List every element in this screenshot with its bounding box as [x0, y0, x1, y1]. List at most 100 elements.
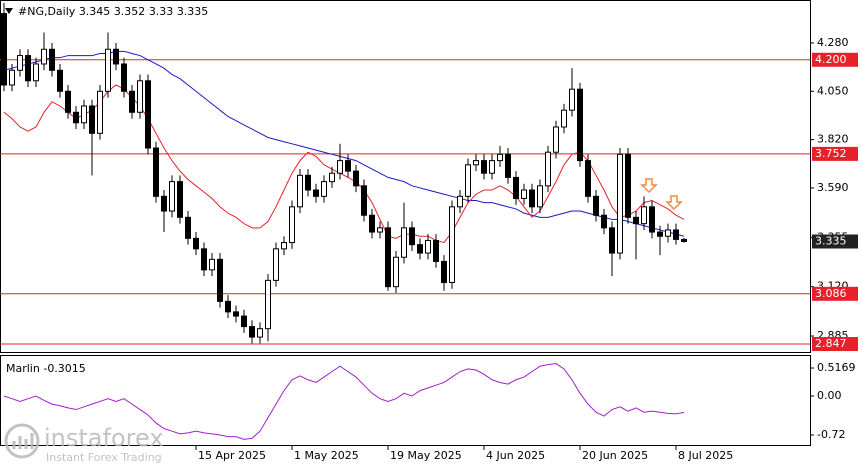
candle-body [665, 229, 671, 237]
candle-body [473, 160, 479, 166]
ma-line [3, 84, 685, 244]
candle-body [49, 48, 55, 71]
candle-body [513, 176, 519, 199]
candle-body [9, 69, 15, 86]
price-label: 3.335 [815, 234, 847, 247]
indicator-value: -0.3015 [43, 362, 85, 375]
candle-body [529, 189, 535, 208]
candle-body [113, 48, 119, 65]
menu-triangle [5, 8, 13, 14]
main-panel-frame [0, 0, 811, 353]
candle-body [561, 109, 567, 128]
candle-body [89, 105, 95, 134]
candle-body [209, 258, 215, 271]
candle-body [553, 126, 559, 153]
candle-body [97, 90, 103, 134]
candle-body [217, 258, 223, 302]
candle-body [105, 48, 111, 92]
watermark-logo [4, 423, 40, 459]
candle-body [321, 181, 327, 197]
candle-body [177, 181, 183, 218]
candle-body [489, 160, 495, 174]
candle-body [593, 195, 599, 216]
level-label-bg [812, 286, 858, 301]
candle-body [385, 227, 391, 288]
level-label-bg [812, 52, 858, 67]
candle-body [457, 195, 463, 208]
candle-body [233, 311, 239, 317]
x-tick-label: 8 Jul 2025 [678, 449, 733, 462]
candle-body [81, 105, 87, 124]
candle-body [153, 147, 159, 197]
candle-body [433, 239, 439, 262]
candle-body [345, 160, 351, 172]
candle-body [537, 185, 543, 208]
candle-body [265, 279, 271, 330]
candle-body [17, 55, 23, 71]
candle-body [161, 195, 167, 212]
x-tick-label: 4 Jun 2025 [486, 449, 545, 462]
watermark-tagline: Instant Forex Trading [46, 451, 162, 464]
candle-body [425, 239, 431, 254]
level-label-bg [812, 146, 858, 161]
candle-body [417, 244, 423, 254]
candle-body [681, 238, 687, 242]
candle-body [121, 63, 127, 92]
header-close: 3.335 [177, 5, 209, 18]
candle-body [441, 260, 447, 283]
header-open: 3.345 [79, 5, 111, 18]
header: #NG,Daily 3.345 3.352 3.33 3.335 [18, 5, 208, 18]
candle-body [313, 189, 319, 197]
y-tick-label: 4.280 [817, 36, 849, 49]
y-tick-label: 3.590 [817, 181, 849, 194]
candle-body [521, 189, 527, 199]
candle-body [25, 55, 31, 82]
candle-body [201, 248, 207, 271]
candle-body [377, 227, 383, 233]
candle-body [409, 227, 415, 246]
candle-body [225, 300, 231, 313]
level-label: 3.752 [815, 147, 847, 160]
candle-body [57, 69, 63, 92]
candle-body [129, 90, 135, 113]
x-tick-label: 19 May 2025 [390, 449, 462, 462]
price-label-bg [812, 234, 858, 249]
watermark-brand: instaforex [44, 424, 164, 452]
candle-body [305, 174, 311, 191]
level-label: 4.200 [815, 53, 847, 66]
candle-body [257, 328, 263, 338]
level-label: 3.086 [815, 287, 847, 300]
x-tick-label: 15 Apr 2025 [198, 449, 266, 462]
candle-body [625, 153, 631, 218]
candle-body [297, 174, 303, 208]
candle-body [281, 242, 287, 250]
candle-body [185, 216, 191, 239]
candle-body [353, 170, 359, 187]
candle-body [617, 153, 623, 254]
candle-body [193, 237, 199, 250]
watermark-logo-bars [12, 433, 34, 449]
candle-body [401, 227, 407, 258]
header-high: 3.352 [114, 5, 146, 18]
plot-layer: 4.2804.0503.8203.5903.3553.1202.8850.516… [0, 3, 858, 462]
level-label-bg [812, 337, 858, 352]
candle-body [449, 206, 455, 283]
indicator-line [3, 363, 685, 440]
candle-body [369, 214, 375, 233]
indicator-header: Marlin -0.3015 [6, 362, 86, 375]
candle-body [393, 256, 399, 288]
candle-body [241, 315, 247, 328]
candle-body [137, 80, 143, 113]
annotation-arrow [665, 195, 683, 211]
indicator-y-tick-label: 0.5169 [817, 361, 856, 374]
candle-body [649, 206, 655, 233]
watermark: instaforex Instant Forex Trading [4, 423, 164, 464]
indicator-y-tick-label: -0.72 [817, 428, 845, 441]
candle-body [145, 80, 151, 149]
y-tick-label: 3.820 [817, 133, 849, 146]
candle-body [505, 153, 511, 178]
symbol: #NG,Daily [18, 5, 76, 18]
